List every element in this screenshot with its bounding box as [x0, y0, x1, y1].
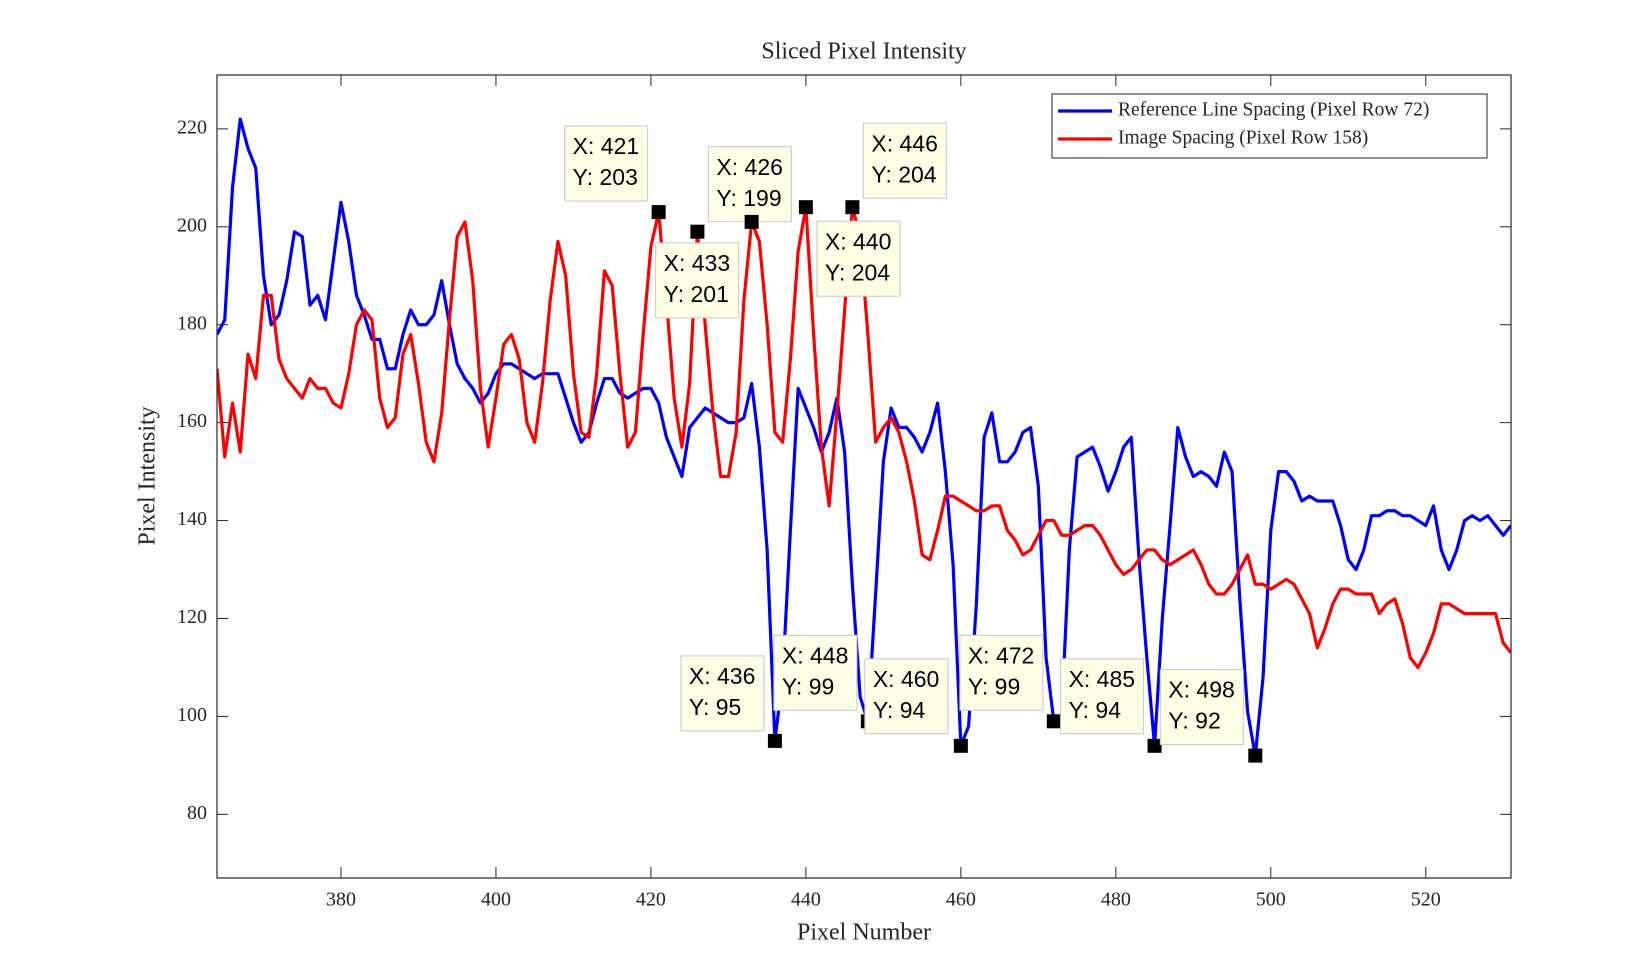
y-tick-label: 160 [177, 410, 207, 432]
datatip-y-label: Y: 204 [825, 259, 890, 285]
datatip-x-label: X: 446 [871, 130, 938, 156]
datatip-y-label: Y: 95 [689, 694, 741, 720]
datatip-x-label: X: 440 [825, 228, 892, 254]
datatip-marker [953, 738, 968, 753]
datatip-marker [845, 200, 860, 215]
datatip-box [816, 220, 901, 297]
y-tick-label: 140 [177, 508, 207, 530]
x-tick-label: 400 [481, 889, 511, 911]
datatip-y-label: Y: 94 [1069, 697, 1122, 723]
datatip-x-label: X: 485 [1069, 666, 1136, 692]
datatip-box [1159, 669, 1244, 746]
datatip-marker [1147, 738, 1162, 753]
datatip-box [864, 658, 949, 735]
datatip-box [564, 125, 649, 202]
datatip-y-label: Y: 199 [716, 185, 781, 211]
datatip-marker [1046, 714, 1061, 729]
series-line [217, 117, 1511, 758]
x-tick-label: 500 [1256, 889, 1286, 911]
datatip-x-label: X: 426 [716, 154, 783, 180]
x-tick-label: 460 [946, 889, 976, 911]
datatip-x-label: X: 472 [968, 642, 1035, 668]
datatip-marker [1248, 748, 1263, 763]
datatip-y-label: Y: 204 [871, 161, 936, 187]
datatip-x-label: X: 498 [1168, 677, 1235, 703]
datatip-box [862, 122, 947, 199]
datatip-y-label: Y: 94 [873, 697, 926, 723]
datatip-marker [798, 200, 813, 215]
y-tick-label: 200 [177, 214, 207, 236]
datatip-box [655, 242, 740, 319]
y-tick-label: 220 [177, 116, 207, 138]
x-tick-label: 420 [636, 889, 666, 911]
datatip-marker [744, 214, 759, 229]
datatip-y-label: Y: 92 [1168, 708, 1220, 734]
datatip-x-label: X: 433 [664, 250, 731, 276]
datatip-x-label: X: 448 [782, 642, 849, 668]
legend-box [1051, 93, 1488, 159]
x-tick-label: 520 [1411, 889, 1441, 911]
datatip-x-label: X: 436 [689, 663, 756, 689]
datatip-y-label: Y: 203 [573, 164, 638, 190]
x-tick-label: 480 [1101, 889, 1131, 911]
datatip-y-label: Y: 201 [664, 281, 729, 307]
datatip-box [773, 634, 858, 711]
y-axis-label: Pixel Intensity [135, 406, 161, 545]
datatip-box [680, 655, 765, 732]
axes-box [216, 74, 1512, 879]
x-tick-label: 380 [326, 889, 356, 911]
x-axis-label: Pixel Number [797, 920, 931, 946]
datatip-marker [767, 733, 782, 748]
datatip-marker [651, 205, 666, 220]
datatip-x-label: X: 421 [573, 133, 640, 159]
datatip-y-label: Y: 99 [782, 673, 834, 699]
y-tick-label: 180 [177, 312, 207, 334]
datatip-box [1060, 658, 1145, 735]
legend-label: Reference Line Spacing (Pixel Row 72) [1118, 99, 1429, 120]
y-tick-label: 100 [177, 704, 207, 726]
datatip-y-label: Y: 99 [968, 673, 1020, 699]
chart-title: Sliced Pixel Intensity [761, 39, 966, 65]
datatip-marker [690, 224, 705, 239]
plot-area [217, 75, 1511, 878]
x-tick-label: 440 [791, 889, 821, 911]
y-tick-label: 120 [177, 606, 207, 628]
datatip-x-label: X: 460 [873, 666, 940, 692]
datatip-box [959, 634, 1044, 711]
y-tick-label: 80 [187, 802, 207, 824]
legend-label: Image Spacing (Pixel Row 158) [1118, 127, 1368, 148]
